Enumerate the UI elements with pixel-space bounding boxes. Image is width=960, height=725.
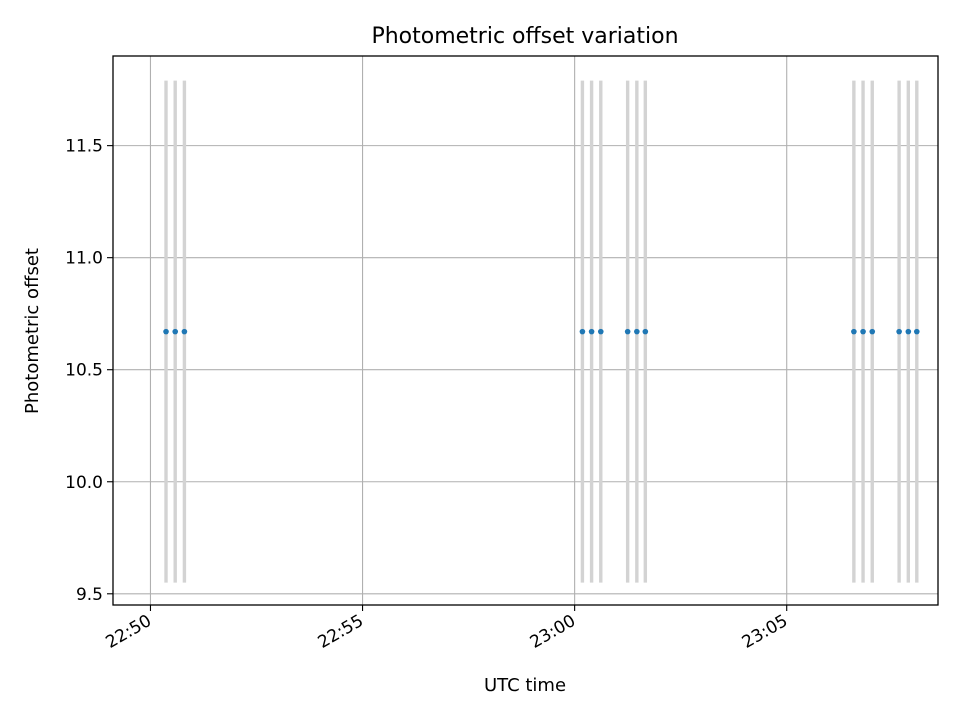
data-point (579, 328, 586, 335)
y-axis-label: Photometric offset (22, 248, 43, 414)
data-point (588, 328, 595, 335)
data-point (597, 328, 604, 335)
y-tick-label: 11.5 (65, 137, 103, 157)
data-point (860, 328, 866, 335)
data-points (163, 328, 920, 335)
data-point (181, 328, 188, 335)
plot-background (113, 56, 938, 605)
grid (113, 56, 938, 605)
data-point (172, 328, 179, 335)
y-tick-label: 9.5 (76, 585, 103, 605)
data-point (634, 328, 640, 335)
data-point (896, 328, 902, 335)
plot-frame (112, 55, 939, 606)
data-point (913, 328, 920, 335)
y-tick-label: 10.0 (65, 473, 103, 493)
data-point (642, 328, 649, 335)
data-point (905, 328, 912, 335)
data-point (163, 328, 169, 335)
data-point (851, 328, 857, 335)
y-tick-label: 10.5 (65, 361, 103, 381)
data-point (624, 328, 631, 335)
chart-title: Photometric offset variation (371, 24, 678, 49)
x-axis-label: UTC time (484, 675, 566, 696)
y-tick-label: 11.0 (65, 249, 103, 269)
y-axis-ticks: 9.5 10.0 10.5 11.0 11.5 (65, 137, 113, 605)
data-point (869, 328, 876, 335)
